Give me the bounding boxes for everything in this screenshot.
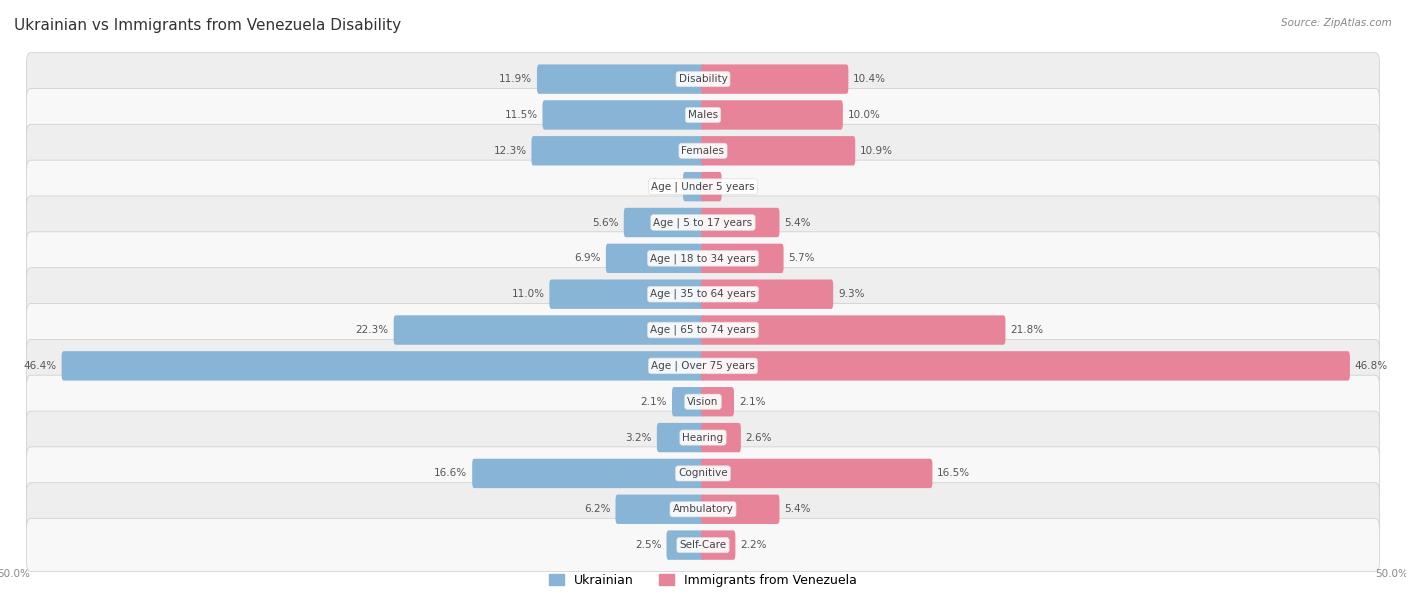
Text: 5.6%: 5.6% — [592, 217, 619, 228]
Text: 11.5%: 11.5% — [505, 110, 537, 120]
FancyBboxPatch shape — [702, 136, 855, 165]
FancyBboxPatch shape — [702, 100, 842, 130]
Text: Age | Under 5 years: Age | Under 5 years — [651, 181, 755, 192]
FancyBboxPatch shape — [531, 136, 704, 165]
FancyBboxPatch shape — [27, 160, 1379, 213]
FancyBboxPatch shape — [62, 351, 704, 381]
FancyBboxPatch shape — [27, 375, 1379, 428]
Text: Ambulatory: Ambulatory — [672, 504, 734, 514]
Text: 5.4%: 5.4% — [785, 217, 811, 228]
Text: Vision: Vision — [688, 397, 718, 407]
Text: 22.3%: 22.3% — [356, 325, 389, 335]
FancyBboxPatch shape — [27, 518, 1379, 572]
Text: 46.4%: 46.4% — [24, 361, 56, 371]
FancyBboxPatch shape — [702, 172, 721, 201]
Text: Age | Over 75 years: Age | Over 75 years — [651, 360, 755, 371]
Text: Age | 65 to 74 years: Age | 65 to 74 years — [650, 325, 756, 335]
Text: 10.4%: 10.4% — [853, 74, 886, 84]
Text: Cognitive: Cognitive — [678, 468, 728, 479]
FancyBboxPatch shape — [27, 124, 1379, 177]
FancyBboxPatch shape — [472, 459, 704, 488]
FancyBboxPatch shape — [702, 531, 735, 560]
Text: 5.7%: 5.7% — [789, 253, 815, 263]
FancyBboxPatch shape — [394, 315, 704, 345]
FancyBboxPatch shape — [27, 89, 1379, 141]
FancyBboxPatch shape — [550, 280, 704, 309]
Text: Disability: Disability — [679, 74, 727, 84]
Text: Age | 18 to 34 years: Age | 18 to 34 years — [650, 253, 756, 264]
FancyBboxPatch shape — [27, 483, 1379, 536]
FancyBboxPatch shape — [702, 64, 848, 94]
Text: 2.2%: 2.2% — [740, 540, 766, 550]
FancyBboxPatch shape — [606, 244, 704, 273]
FancyBboxPatch shape — [27, 232, 1379, 285]
FancyBboxPatch shape — [657, 423, 704, 452]
FancyBboxPatch shape — [702, 280, 834, 309]
Text: Males: Males — [688, 110, 718, 120]
FancyBboxPatch shape — [702, 387, 734, 416]
Text: 3.2%: 3.2% — [626, 433, 652, 442]
FancyBboxPatch shape — [702, 208, 779, 237]
FancyBboxPatch shape — [702, 244, 783, 273]
Text: 16.5%: 16.5% — [938, 468, 970, 479]
FancyBboxPatch shape — [537, 64, 704, 94]
Text: 1.3%: 1.3% — [652, 182, 678, 192]
Text: 16.6%: 16.6% — [434, 468, 467, 479]
Text: 6.9%: 6.9% — [575, 253, 600, 263]
FancyBboxPatch shape — [27, 340, 1379, 392]
Text: Females: Females — [682, 146, 724, 156]
Text: 11.0%: 11.0% — [512, 289, 544, 299]
Text: Age | 35 to 64 years: Age | 35 to 64 years — [650, 289, 756, 299]
Text: 10.9%: 10.9% — [860, 146, 893, 156]
FancyBboxPatch shape — [27, 196, 1379, 249]
Text: 2.6%: 2.6% — [745, 433, 772, 442]
Text: 2.5%: 2.5% — [636, 540, 662, 550]
Text: 9.3%: 9.3% — [838, 289, 865, 299]
FancyBboxPatch shape — [27, 267, 1379, 321]
FancyBboxPatch shape — [683, 172, 704, 201]
FancyBboxPatch shape — [666, 531, 704, 560]
Text: Hearing: Hearing — [682, 433, 724, 442]
FancyBboxPatch shape — [702, 459, 932, 488]
FancyBboxPatch shape — [27, 411, 1379, 464]
Text: Source: ZipAtlas.com: Source: ZipAtlas.com — [1281, 18, 1392, 28]
FancyBboxPatch shape — [702, 494, 779, 524]
FancyBboxPatch shape — [624, 208, 704, 237]
Text: Self-Care: Self-Care — [679, 540, 727, 550]
FancyBboxPatch shape — [702, 423, 741, 452]
Text: 2.1%: 2.1% — [641, 397, 668, 407]
FancyBboxPatch shape — [616, 494, 704, 524]
Text: 12.3%: 12.3% — [494, 146, 527, 156]
FancyBboxPatch shape — [27, 304, 1379, 357]
FancyBboxPatch shape — [543, 100, 704, 130]
Text: 11.9%: 11.9% — [499, 74, 531, 84]
Text: Ukrainian vs Immigrants from Venezuela Disability: Ukrainian vs Immigrants from Venezuela D… — [14, 18, 401, 34]
FancyBboxPatch shape — [27, 53, 1379, 106]
FancyBboxPatch shape — [702, 315, 1005, 345]
Text: 2.1%: 2.1% — [738, 397, 765, 407]
FancyBboxPatch shape — [672, 387, 704, 416]
Text: 1.2%: 1.2% — [727, 182, 754, 192]
Text: 10.0%: 10.0% — [848, 110, 880, 120]
FancyBboxPatch shape — [27, 447, 1379, 500]
FancyBboxPatch shape — [702, 351, 1350, 381]
Text: 5.4%: 5.4% — [785, 504, 811, 514]
Text: 21.8%: 21.8% — [1011, 325, 1043, 335]
Text: Age | 5 to 17 years: Age | 5 to 17 years — [654, 217, 752, 228]
Text: 6.2%: 6.2% — [583, 504, 610, 514]
Legend: Ukrainian, Immigrants from Venezuela: Ukrainian, Immigrants from Venezuela — [544, 569, 862, 592]
Text: 46.8%: 46.8% — [1355, 361, 1388, 371]
